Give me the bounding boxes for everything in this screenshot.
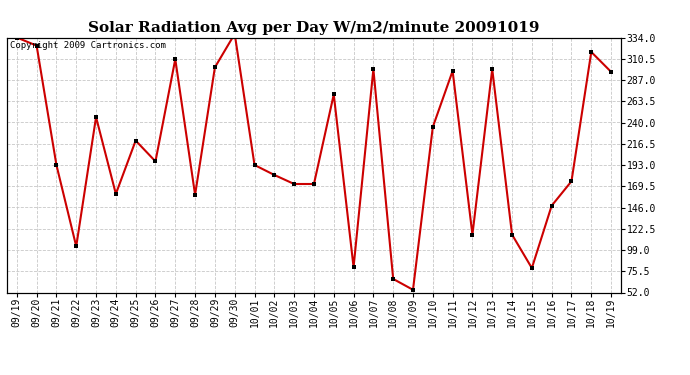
Point [506,232,518,238]
Point [130,138,141,144]
Point [586,49,597,55]
Point [526,265,538,271]
Point [566,178,577,184]
Point [190,192,201,198]
Text: Copyright 2009 Cartronics.com: Copyright 2009 Cartronics.com [10,41,166,50]
Point [447,68,458,74]
Point [90,114,101,120]
Point [288,181,299,187]
Point [546,203,558,209]
Point [229,31,240,37]
Title: Solar Radiation Avg per Day W/m2/minute 20091019: Solar Radiation Avg per Day W/m2/minute … [88,21,540,35]
Point [31,43,42,49]
Point [51,162,62,168]
Point [408,287,419,293]
Point [110,191,121,197]
Point [150,158,161,164]
Point [11,34,22,40]
Point [606,69,617,75]
Point [249,162,260,168]
Point [328,92,339,98]
Point [348,264,359,270]
Point [388,276,399,282]
Point [427,124,438,130]
Point [486,66,497,72]
Point [368,66,379,72]
Point [70,243,81,249]
Point [467,232,478,238]
Point [170,56,181,62]
Point [209,64,220,70]
Point [269,172,280,178]
Point [308,181,319,187]
